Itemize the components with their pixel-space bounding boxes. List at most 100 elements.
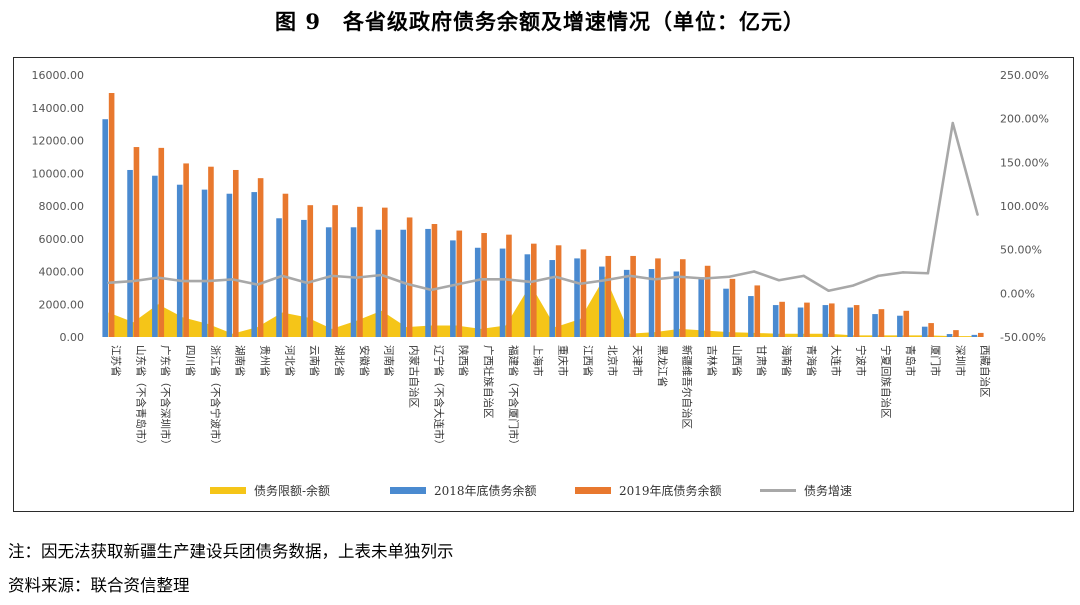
bar-2019 xyxy=(208,166,214,337)
category-axis: 江苏省 山东省（不含青岛市） 广东省（不含深圳市） 四川省 浙江省（不含宁波市） 湖南省贵… xyxy=(109,345,991,450)
growth-point xyxy=(603,279,607,282)
legend-swatch xyxy=(210,487,246,494)
bar-2019 xyxy=(630,255,636,337)
right-tick-label: -50.00% xyxy=(1000,331,1046,344)
bar-2019 xyxy=(108,93,115,337)
left-tick-label: 14000.00 xyxy=(32,102,85,115)
category-label: 河南省 xyxy=(383,345,396,377)
category-label: 青海省 xyxy=(805,345,818,377)
bar-2018 xyxy=(325,227,332,337)
bar-2018 xyxy=(127,169,133,337)
bar-2019 xyxy=(853,305,860,337)
growth-point xyxy=(430,288,433,292)
category-label: 吉林省 xyxy=(705,345,718,377)
bar-2018 xyxy=(301,219,307,337)
category-label: 湖北省 xyxy=(333,345,346,377)
bar-2019 xyxy=(804,302,810,337)
category-label: 厦门市 xyxy=(929,345,942,377)
category-label: 重庆市 xyxy=(556,345,569,377)
bar-2018 xyxy=(350,227,357,337)
category-label: 大连市 xyxy=(830,345,843,377)
growth-point xyxy=(628,274,632,278)
bar-2019 xyxy=(605,255,612,337)
growth-point xyxy=(678,275,681,278)
category-label: 海南省 xyxy=(780,345,793,377)
bar-2019 xyxy=(580,249,587,337)
bar-2018 xyxy=(748,296,754,337)
category-label: 广东省（不含深圳市） xyxy=(159,345,172,450)
category-label: 山东省（不含青岛市） xyxy=(134,345,147,450)
category-label: 贵州省 xyxy=(258,345,271,377)
bar-2018 xyxy=(549,260,556,337)
growth-point xyxy=(901,271,905,274)
bar-2019 xyxy=(381,207,388,337)
category-label: 福建省（不含厦门市） xyxy=(507,345,520,450)
legend: 债务限额-余额 2018年底债务余额 2019年底债务余额 债务增速 xyxy=(210,483,852,498)
left-tick-label: 2000.00 xyxy=(39,298,85,311)
category-label: 安徽省 xyxy=(358,345,371,377)
bar-2018 xyxy=(797,307,804,337)
right-tick-label: 250.00% xyxy=(1000,69,1049,82)
bar-2018 xyxy=(102,119,109,338)
bar-2019 xyxy=(878,309,885,337)
growth-point xyxy=(554,275,557,278)
bar-2019 xyxy=(828,303,835,337)
bar-2018 xyxy=(971,334,978,337)
left-tick-label: 16000.00 xyxy=(32,69,85,82)
bar-2019 xyxy=(506,234,512,337)
bar-2019 xyxy=(754,285,761,337)
growth-point xyxy=(728,275,731,278)
bar-2019 xyxy=(655,258,661,337)
bar-2018 xyxy=(152,175,158,337)
category-label: 宁波市 xyxy=(854,345,867,377)
bar-2018 xyxy=(723,288,729,337)
right-tick-label: 150.00% xyxy=(1000,156,1049,169)
bar-2019 xyxy=(779,301,785,337)
bar-2018 xyxy=(673,271,680,337)
left-tick-label: 6000.00 xyxy=(39,233,85,246)
bar-2019 xyxy=(332,205,338,337)
growth-point xyxy=(479,278,483,281)
bar-series xyxy=(102,93,984,338)
growth-point xyxy=(852,284,855,287)
growth-point xyxy=(256,283,259,286)
category-label: 上海市 xyxy=(532,345,545,377)
growth-point xyxy=(380,273,383,277)
growth-point xyxy=(355,276,358,279)
category-label: 北京市 xyxy=(606,345,619,377)
source-note: 资料来源：联合资信整理 xyxy=(8,576,190,595)
bar-2019 xyxy=(232,169,239,337)
category-label: 新疆维吾尔自治区 xyxy=(681,345,694,429)
growth-point xyxy=(579,282,582,285)
bar-2018 xyxy=(946,334,953,337)
bar-2018 xyxy=(872,314,878,337)
growth-point xyxy=(951,121,954,125)
legend-label: 债务增速 xyxy=(804,483,852,498)
left-tick-label: 0.00 xyxy=(60,331,85,344)
bar-2019 xyxy=(481,233,487,337)
bar-2018 xyxy=(897,315,903,337)
right-tick-label: 50.00% xyxy=(1000,244,1042,257)
chart-frame xyxy=(13,57,1074,512)
bar-2018 xyxy=(623,269,630,337)
category-label: 青岛市 xyxy=(904,345,917,377)
legend-swatch xyxy=(390,487,426,494)
limit-area-series xyxy=(108,276,978,337)
bar-2018 xyxy=(822,305,829,337)
category-label: 甘肃省 xyxy=(755,345,768,377)
bar-2019 xyxy=(158,147,165,337)
legend-swatch xyxy=(575,487,611,494)
growth-line-series xyxy=(107,121,979,293)
bar-2019 xyxy=(679,259,686,337)
growth-point xyxy=(107,281,110,285)
bar-2018 xyxy=(474,247,481,337)
right-tick-label: 200.00% xyxy=(1000,113,1049,126)
footnote: 注：因无法获取新疆生产建设兵团债务数据，上表未单独列示 xyxy=(8,542,454,561)
left-tick-label: 4000.00 xyxy=(39,266,85,279)
category-label: 内蒙古自治区 xyxy=(407,345,420,408)
category-label: 四川省 xyxy=(184,345,197,377)
bar-2019 xyxy=(530,243,537,337)
growth-point xyxy=(281,274,284,278)
bar-2018 xyxy=(425,228,431,337)
category-label: 浙江省（不含宁波市） xyxy=(209,345,222,450)
